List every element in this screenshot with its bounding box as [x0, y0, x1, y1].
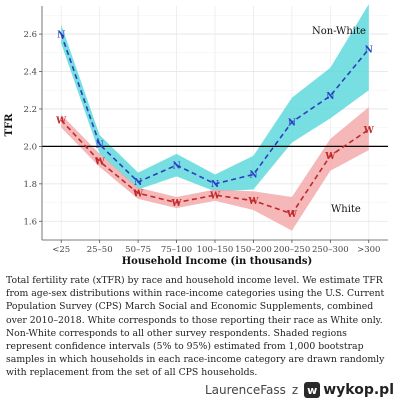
y-tick-label: 2.6 — [23, 30, 37, 40]
wykop-logo-icon: w — [304, 382, 321, 398]
y-axis-title: TFR — [4, 113, 15, 137]
series-line-non-white — [60, 33, 370, 185]
data-point-non-white: N — [365, 45, 373, 55]
y-tick-label: 2.4 — [23, 68, 37, 78]
x-tick-label: 25–50 — [87, 245, 113, 255]
watermark-user: LaurenceFass — [204, 383, 286, 397]
x-tick-label: >300 — [357, 245, 380, 255]
data-point-non-white: N — [57, 30, 65, 40]
data-point-non-white: N — [326, 92, 334, 102]
data-point-white: W — [247, 197, 259, 207]
wykop-logo: w wykop.pl — [304, 382, 394, 398]
y-tick-label: 1.8 — [23, 180, 37, 190]
axes: 1.6 1.8 2.0 2.2 2.4 2.6 <25 25–50 50–75 75–100 100… — [23, 6, 388, 255]
series-label-white: White — [331, 204, 361, 215]
figure-caption: Total fertility rate (xTFR) by race and … — [6, 275, 385, 379]
data-point-white: W — [132, 189, 144, 199]
data-point-white: W — [286, 210, 298, 220]
confidence-band-non-white — [61, 4, 369, 192]
x-tick-label: 75–100 — [161, 245, 192, 255]
series-label-non-white: Non-White — [312, 26, 366, 37]
data-point-white: W — [94, 158, 106, 168]
series-line-white — [60, 119, 370, 215]
confidence-bands — [61, 4, 369, 231]
data-point-non-white: N — [288, 118, 296, 128]
watermark: LaurenceFass z w wykop.pl — [205, 382, 394, 398]
x-tick-label: 100–150 — [197, 245, 234, 255]
data-point-non-white: N — [96, 141, 104, 151]
confidence-band-white — [61, 107, 369, 231]
watermark-separator: z — [291, 383, 299, 397]
data-point-white: W — [171, 199, 183, 209]
x-tick-label: 150–200 — [235, 245, 272, 255]
y-tick-label: 2.2 — [23, 105, 37, 115]
x-axis-title: Household Income (in thousands) — [122, 256, 313, 267]
y-tick-label: 2.0 — [23, 142, 37, 152]
data-point-white: W — [324, 152, 336, 162]
data-point-non-white: N — [211, 180, 219, 190]
data-point-white: W — [55, 116, 67, 126]
x-tick-label: 250–300 — [312, 245, 349, 255]
x-tick-label: 200–250 — [274, 245, 311, 255]
data-point-non-white: N — [172, 161, 180, 171]
data-point-white: W — [209, 191, 221, 201]
series-lines — [60, 33, 370, 215]
y-tick-label: 1.6 — [23, 217, 37, 227]
wykop-logo-text: wykop.pl — [323, 382, 394, 398]
data-point-non-white: N — [249, 171, 257, 181]
data-point-non-white: N — [134, 178, 142, 188]
x-tick-label: 50–75 — [125, 245, 151, 255]
data-point-white: W — [363, 126, 375, 136]
x-tick-label: <25 — [52, 245, 70, 255]
